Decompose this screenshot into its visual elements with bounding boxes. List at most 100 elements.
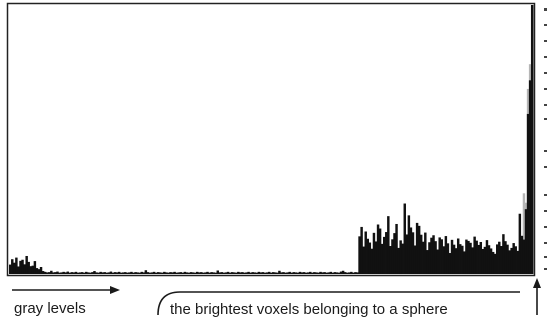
histogram-bar xyxy=(411,232,415,274)
histogram-bar xyxy=(146,272,150,274)
histogram-bar xyxy=(280,272,283,274)
plot-frame xyxy=(6,2,536,277)
histogram-bar xyxy=(95,272,98,274)
histogram-bar xyxy=(13,262,16,274)
histogram-bar xyxy=(306,272,310,274)
histogram-bar xyxy=(528,80,532,274)
histogram-bar xyxy=(446,243,450,274)
histogram-bar xyxy=(177,272,180,274)
histogram-bar xyxy=(436,249,439,274)
histogram-bar xyxy=(48,272,51,274)
histogram-bar xyxy=(512,243,515,274)
histogram-bar xyxy=(370,248,374,274)
histogram-bar xyxy=(424,232,427,274)
histogram-bar xyxy=(473,236,476,274)
histogram-bar xyxy=(276,272,279,274)
histogram-bar xyxy=(362,246,365,274)
histogram-bar xyxy=(302,272,306,274)
histogram-bar xyxy=(469,242,472,274)
histogram-bar xyxy=(397,247,400,274)
histogram-bar xyxy=(434,241,437,274)
histogram-bar xyxy=(122,272,125,274)
histogram-bar xyxy=(346,272,349,274)
cropped-edge-text xyxy=(544,8,547,270)
histogram-bar xyxy=(290,272,293,274)
histogram-bar xyxy=(296,272,300,274)
histogram-bar xyxy=(148,272,152,274)
histogram-bar xyxy=(91,272,94,274)
histogram-bar xyxy=(426,250,429,274)
histogram-bar xyxy=(196,271,199,274)
histogram-bar xyxy=(337,272,341,274)
histogram-bar xyxy=(352,272,355,274)
histogram-bar xyxy=(393,233,396,274)
histogram-bar xyxy=(232,272,236,274)
histogram-bar xyxy=(220,272,224,274)
histogram-bar xyxy=(204,272,207,274)
histogram-bar xyxy=(249,272,252,274)
histogram-bar xyxy=(99,271,102,274)
histogram-bar xyxy=(60,272,63,274)
histogram-bar xyxy=(467,240,470,274)
histogram-bar xyxy=(235,272,238,274)
histogram-bar xyxy=(360,226,363,274)
histogram-bar xyxy=(413,245,417,274)
histogram-bar xyxy=(358,236,361,274)
histogram-bar xyxy=(93,271,96,274)
histogram-bar xyxy=(364,231,367,274)
histogram-bar xyxy=(294,272,298,274)
histogram-bar xyxy=(132,272,135,274)
histogram-bar xyxy=(74,271,78,274)
histogram-bar xyxy=(401,243,404,274)
histogram-bar xyxy=(187,272,191,274)
histogram-bar xyxy=(124,272,127,274)
histogram-bar xyxy=(202,272,205,274)
histogram-bar xyxy=(140,271,143,274)
histogram-bar xyxy=(103,272,106,274)
histogram-bar xyxy=(224,272,228,274)
histogram-bar xyxy=(210,272,213,274)
histogram-bar xyxy=(348,272,351,274)
histogram-bar xyxy=(487,245,491,274)
histogram-bar xyxy=(267,271,271,274)
histogram-bar xyxy=(403,203,406,274)
histogram-bar xyxy=(243,272,246,274)
histogram-bar xyxy=(343,272,347,274)
histogram-bar xyxy=(214,272,217,274)
histogram-bar xyxy=(313,272,316,274)
histogram-bar xyxy=(130,271,133,274)
histogram-bar xyxy=(489,248,493,274)
histogram-bar xyxy=(311,272,314,274)
histogram-bar xyxy=(161,272,164,274)
histogram-bar xyxy=(339,271,343,274)
histogram-bar xyxy=(350,271,353,274)
histogram-bar xyxy=(465,239,468,274)
histogram-bar xyxy=(407,215,411,274)
histogram-bar xyxy=(498,241,501,274)
histogram-bar xyxy=(239,272,242,274)
histogram-bar xyxy=(491,251,495,274)
histogram-bar xyxy=(29,266,32,274)
highlight-bar xyxy=(522,193,526,274)
histogram-bar xyxy=(156,272,160,274)
histogram-bar xyxy=(442,246,446,274)
histogram-bar xyxy=(66,271,69,274)
histogram-bar xyxy=(444,236,448,274)
histogram-bar xyxy=(80,272,84,274)
histogram-bar xyxy=(9,264,12,274)
histogram-bar xyxy=(255,272,259,274)
histogram-bar xyxy=(113,272,117,274)
histogram-bar xyxy=(253,272,256,274)
histogram-bar xyxy=(76,272,80,274)
histogram-bar xyxy=(440,239,443,274)
histogram-bar xyxy=(265,272,269,274)
histogram-bar xyxy=(85,271,88,274)
histogram-bar xyxy=(391,239,394,274)
histogram-bar xyxy=(356,272,359,274)
histogram-bar xyxy=(372,232,376,274)
histogram-bar xyxy=(417,225,421,274)
histogram-bar xyxy=(226,271,230,274)
histogram-bar xyxy=(41,271,45,274)
histogram-bar xyxy=(382,236,386,274)
histogram-bar xyxy=(526,113,530,274)
